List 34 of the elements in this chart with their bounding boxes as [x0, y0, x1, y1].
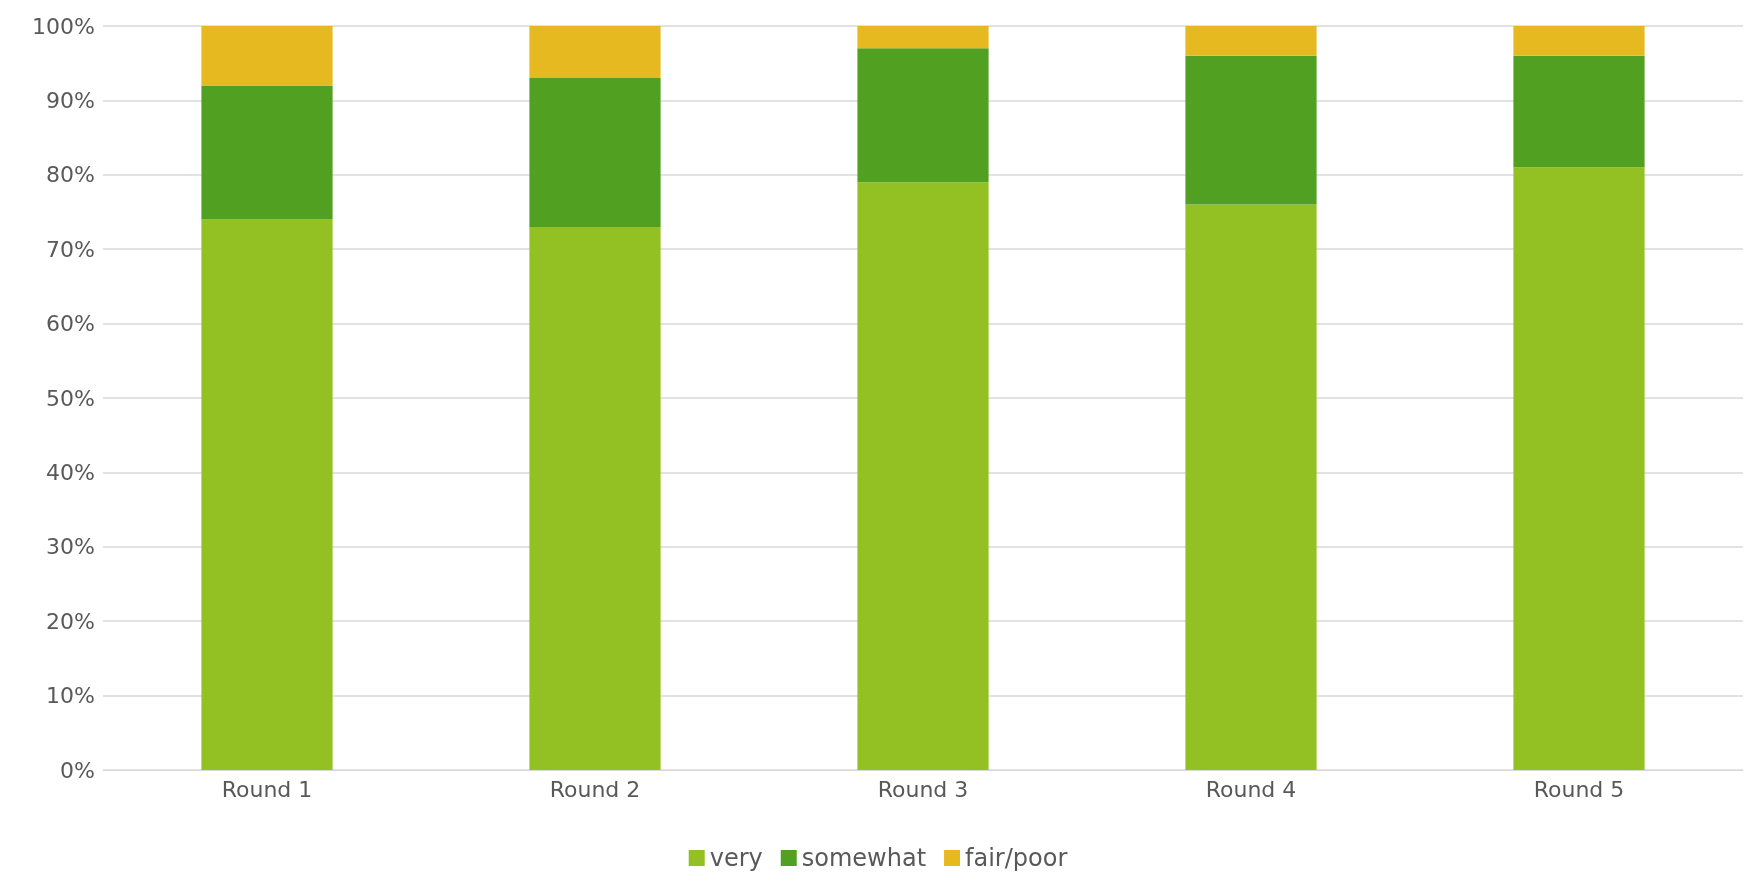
bar	[529, 78, 661, 227]
y-tick-label: 100%	[32, 13, 95, 39]
y-tick-label: 50%	[46, 385, 95, 411]
bar	[1513, 167, 1645, 770]
bar	[201, 219, 333, 770]
bar	[1185, 204, 1317, 770]
x-tick-label: Round 4	[1205, 776, 1297, 802]
x-tick-label: Round 5	[1533, 776, 1625, 802]
x-tick-label: Round 2	[549, 776, 641, 802]
y-tick-label: 10%	[46, 683, 95, 709]
legend-label: somewhat	[801, 844, 927, 872]
y-tick-label: 90%	[46, 87, 95, 113]
bar	[201, 85, 333, 220]
y-tick-label: 60%	[46, 311, 95, 337]
bar	[201, 26, 333, 86]
bar	[529, 226, 661, 770]
x-tick-label: Round 3	[877, 776, 969, 802]
y-tick-label: 30%	[46, 534, 95, 560]
legend-label: fair/poor	[965, 844, 1068, 872]
y-tick-label: 80%	[46, 162, 95, 188]
bar	[1185, 55, 1317, 205]
bar	[1513, 26, 1645, 56]
bar	[1513, 55, 1645, 168]
bar	[529, 26, 661, 79]
bar	[857, 26, 989, 49]
y-tick-label: 40%	[46, 459, 95, 485]
x-tick-label: Round 1	[221, 776, 313, 802]
legend-label: very	[709, 844, 763, 872]
y-tick-label: 70%	[46, 236, 95, 262]
bar	[857, 182, 989, 770]
bar	[1185, 26, 1317, 56]
y-tick-label: 0%	[60, 757, 95, 783]
bar	[857, 48, 989, 183]
y-tick-label: 20%	[46, 608, 95, 634]
